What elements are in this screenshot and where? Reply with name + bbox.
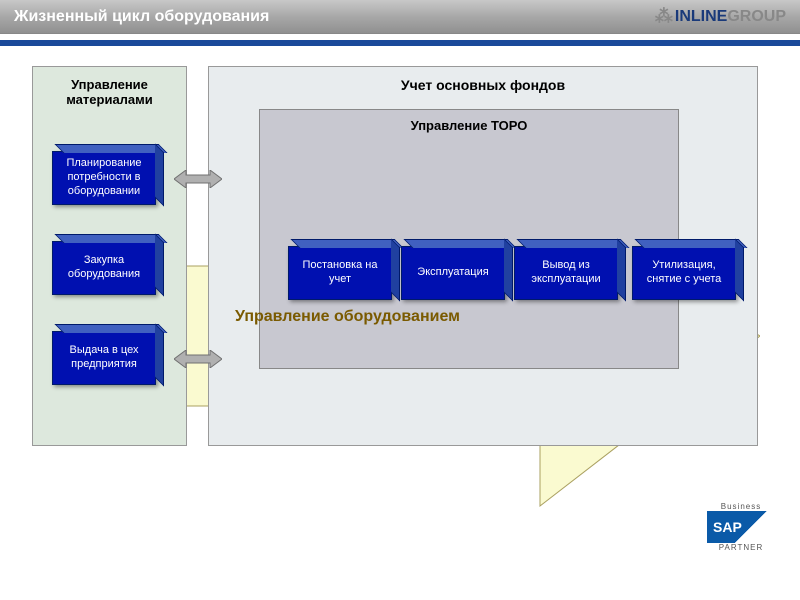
sap-top-text: Business bbox=[700, 502, 782, 511]
sap-badge: SAP bbox=[707, 511, 775, 543]
page-title: Жизненный цикл оборудования bbox=[14, 8, 269, 26]
double-arrow-1 bbox=[174, 170, 222, 188]
double-arrow-2 bbox=[174, 350, 222, 368]
box-issue: Выдача в цех предприятия bbox=[52, 331, 156, 385]
toro-panel-title: Управление ТОРО bbox=[260, 110, 678, 141]
logo-dots-icon: ⁂ bbox=[655, 6, 671, 27]
box-planning: Планирование потребности в оборудовании bbox=[52, 151, 156, 205]
logo-brand-2: GROUP bbox=[727, 8, 786, 25]
box-disposal: Утилизация, снятие с учета bbox=[632, 246, 736, 300]
assets-panel-title: Учет основных фондов bbox=[209, 67, 757, 103]
sap-bottom-text: PARTNER bbox=[700, 543, 782, 552]
box-purchase: Закупка оборудования bbox=[52, 241, 156, 295]
materials-panel-title: Управление материалами bbox=[33, 67, 186, 117]
box-decommission: Вывод из эксплуатации bbox=[514, 246, 618, 300]
sap-partner-logo: Business SAP PARTNER bbox=[700, 502, 782, 552]
equipment-management-label: Управление оборудованием bbox=[235, 308, 460, 326]
inline-group-logo: ⁂ INLINEGROUP bbox=[655, 6, 786, 27]
diagram-canvas: Управление материалами Учет основных фон… bbox=[0, 46, 800, 566]
box-operation: Эксплуатация bbox=[401, 246, 505, 300]
box-registration: Постановка на учет bbox=[288, 246, 392, 300]
title-bar: Жизненный цикл оборудования ⁂ INLINEGROU… bbox=[0, 0, 800, 34]
logo-brand-1: INLINE bbox=[675, 8, 727, 25]
